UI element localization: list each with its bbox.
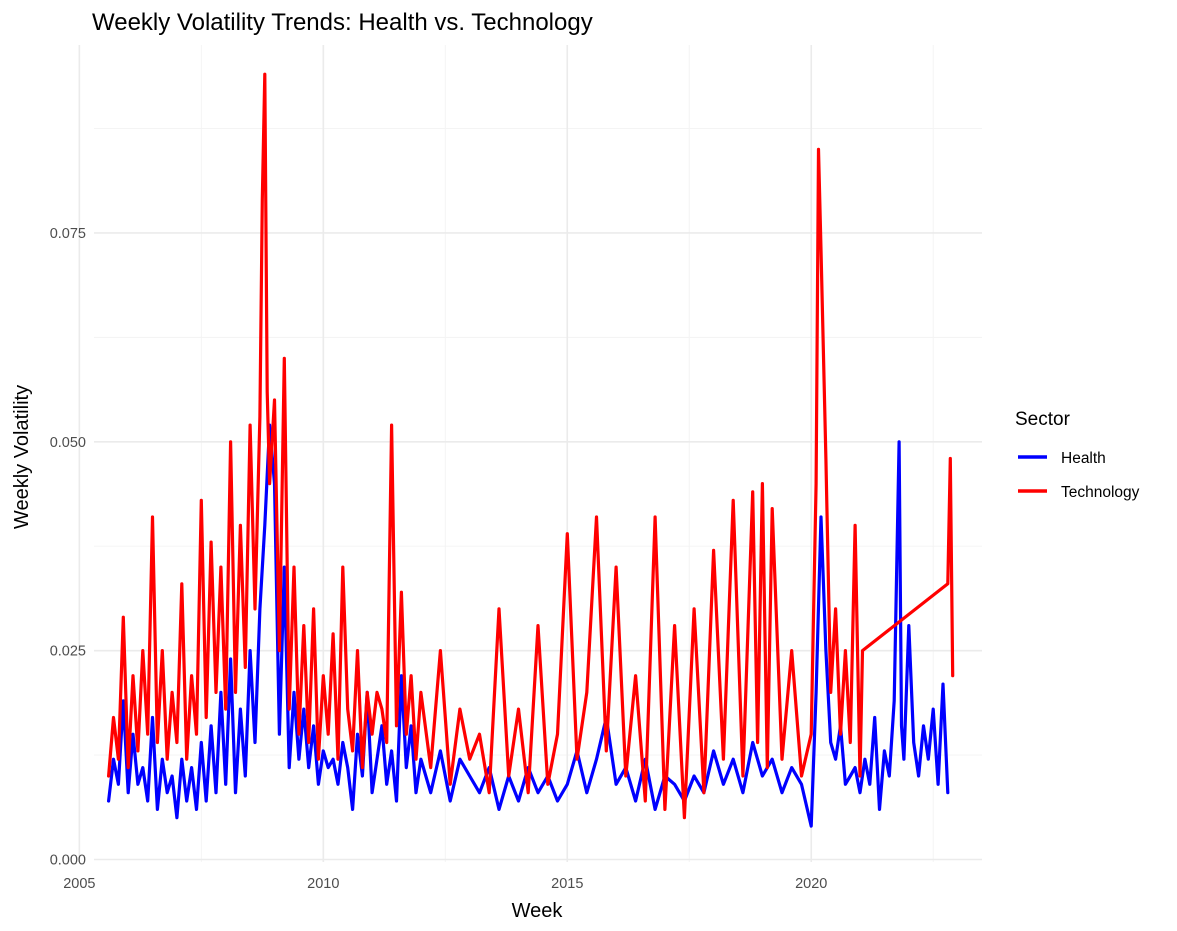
x-tick-label: 2005 <box>63 876 95 892</box>
y-tick-label: 0.075 <box>50 226 86 242</box>
chart-title: Weekly Volatility Trends: Health vs. Tec… <box>92 9 593 36</box>
series-line-health <box>106 423 950 828</box>
legend-items: Health Technology <box>1018 450 1140 501</box>
series-layer <box>106 72 955 828</box>
legend: Sector Health Technology <box>1015 409 1140 501</box>
y-tick-label: 0.050 <box>50 435 86 451</box>
legend-label: Health <box>1061 450 1106 467</box>
y-tick-label: 0.025 <box>50 644 86 660</box>
legend-label: Technology <box>1061 484 1140 501</box>
legend-item-health: Health <box>1018 450 1106 467</box>
legend-title: Sector <box>1015 409 1071 430</box>
tick-layer: 2005 2010 2015 2020 0.000 0.025 0.050 0.075 <box>50 226 828 892</box>
x-tick-label: 2010 <box>307 876 339 892</box>
series-line-technology <box>106 72 955 820</box>
y-tick-label: 0.000 <box>50 852 86 868</box>
y-axis-title: Weekly Volatility <box>11 385 33 529</box>
x-tick-label: 2020 <box>795 876 827 892</box>
x-tick-label: 2015 <box>551 876 583 892</box>
x-axis-title: Week <box>512 900 564 922</box>
legend-item-technology: Technology <box>1018 484 1140 501</box>
